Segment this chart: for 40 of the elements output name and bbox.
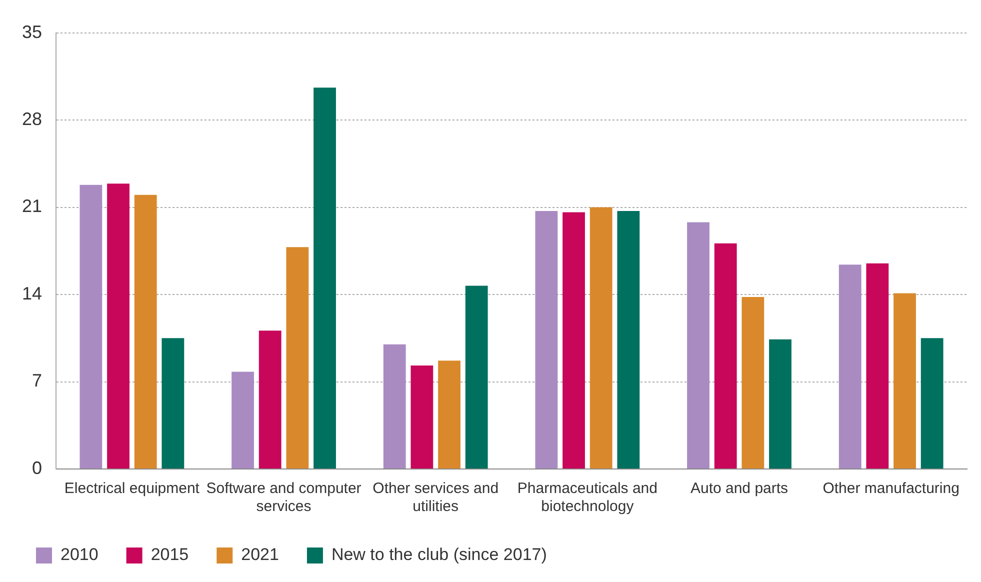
bar: [742, 297, 764, 468]
bar: [714, 243, 737, 468]
bar: [617, 211, 640, 468]
x-tick-label: Other manufacturing: [822, 480, 960, 498]
bar: [894, 293, 916, 468]
bar: [258, 330, 282, 468]
bar: [162, 338, 184, 468]
bar: [838, 264, 862, 468]
x-tick-label: Other services and utilities: [372, 480, 499, 516]
legend-label: 2015: [150, 545, 189, 564]
y-tick-label: 7: [32, 370, 42, 391]
x-tick-label: Pharmaceuticals and biotechnology: [517, 480, 658, 516]
y-tick-label: 14: [22, 283, 42, 304]
legend-label: 2021: [241, 545, 279, 564]
legend-label: New to the club (since 2017): [331, 545, 547, 564]
bar: [866, 263, 889, 468]
y-tick-label: 21: [22, 196, 42, 216]
bar: [410, 366, 434, 468]
bar: [314, 88, 336, 468]
y-tick-label: 0: [32, 458, 42, 478]
bar: [920, 338, 944, 468]
bar: [80, 184, 102, 468]
bar: [590, 207, 612, 468]
bar: [769, 339, 792, 468]
bar: [535, 211, 558, 468]
x-tick-label: Auto and parts: [690, 480, 788, 498]
bar: [383, 344, 406, 468]
bar: [286, 247, 309, 468]
bar: [687, 222, 710, 468]
legend-label: 2010: [60, 545, 98, 564]
y-tick-label: 35: [22, 22, 42, 42]
y-tick-label: 28: [22, 109, 42, 130]
bar: [562, 212, 585, 468]
x-tick-label: Electrical equipment: [64, 480, 200, 498]
bar: [438, 360, 460, 468]
bar: [107, 184, 130, 468]
bar: [465, 286, 488, 468]
x-tick-label: Software and computer services: [206, 480, 362, 516]
bar: [134, 194, 157, 468]
bar: [232, 372, 254, 468]
